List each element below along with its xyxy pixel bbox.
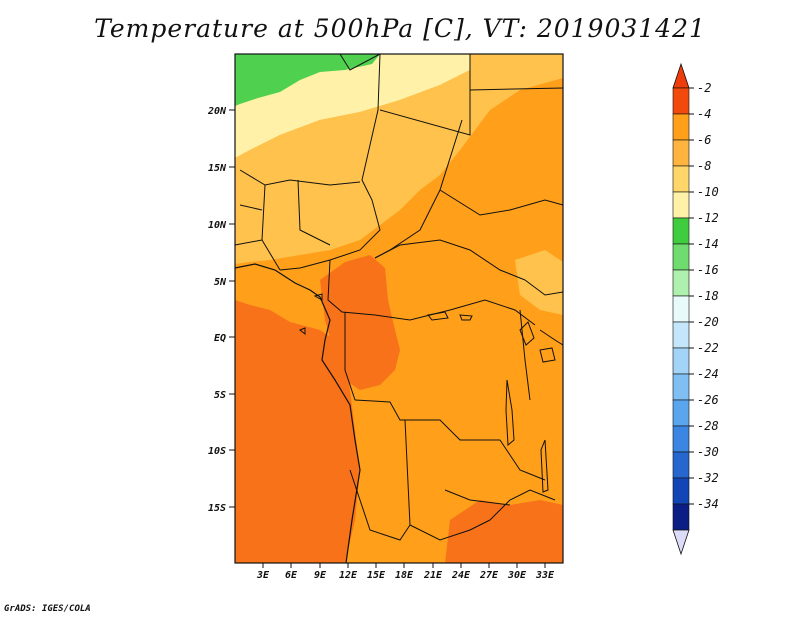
temperature-map: 20N 15N 10N 5N EQ 5S 10S 15S 3E 6E 9E [207,53,564,581]
lat-label: 10N [208,220,227,231]
cool-green-region [235,54,380,106]
light-orange-east-patch [515,250,563,315]
colorbar-label: -30 [697,445,719,459]
colorbar-swatch [672,165,690,193]
map-frame [234,53,564,564]
colorbar-label: -32 [697,471,719,485]
dark-orange-southeast-region [445,500,563,563]
lat-label: EQ [214,333,226,344]
colorbar: -2 -4 -6 -8 -10 -12 -14 -16 -18 -20 -22 -24 -26 -28 -3… [672,62,719,556]
lon-label: 9E [314,570,327,581]
colorbar-top-arrow [672,62,690,89]
lon-label: 21E [423,570,443,581]
colorbar-swatch [672,373,690,401]
colorbar-labels: -2 -4 -6 -8 -10 -12 -14 -16 -18 -20 -22 -24 -26 -28 -3… [689,81,719,511]
dark-orange-west-region [235,300,360,563]
colorbar-swatch [672,503,690,531]
colorbar-swatch [672,477,690,505]
colorbar-label: -16 [697,263,719,277]
colorbar-label: -6 [697,133,711,147]
colorbar-label: -28 [697,419,719,433]
lat-label: 10S [208,446,226,457]
colorbar-swatch [672,451,690,479]
longitude-labels: 3E 6E 9E 12E 15E 18E 21E 24E 27E 30E 33E [256,570,555,581]
lon-label: 18E [395,570,414,581]
colorbar-label: -4 [697,107,711,121]
lakes [299,293,556,493]
country-borders [234,53,564,541]
colorbar-swatch [672,321,690,349]
colorbar-label: -8 [697,159,711,173]
colorbar-swatch [672,139,690,167]
longitude-axis [262,563,546,568]
colorbar-swatch [672,399,690,427]
coastline [234,263,361,564]
lon-label: 30E [507,570,527,581]
map-title: Temperature at 500hPa [C], VT: 201903142… [94,14,706,43]
lat-label: 5N [214,277,227,288]
lat-label: 15S [208,503,226,514]
colorbar-label: -18 [697,289,719,303]
colorbar-label: -34 [697,497,719,511]
colorbar-swatch [672,269,690,297]
colorbar-swatch [672,243,690,271]
lon-label: 3E [256,570,270,581]
colorbar-label: -10 [697,185,719,199]
lon-label: 24E [451,570,471,581]
lon-label: 6E [285,570,298,581]
colorbar-label: -22 [697,341,719,355]
colorbar-swatches [672,87,690,531]
colorbar-swatch [672,217,690,245]
colorbar-label: -26 [697,393,719,407]
lat-label: 15N [208,163,227,174]
colorbar-swatch [672,87,690,115]
colorbar-swatch [672,191,690,219]
lon-label: 15E [367,570,386,581]
colorbar-label: -14 [697,237,719,251]
lon-label: 12E [339,570,358,581]
lat-label: 5S [214,390,226,401]
colorbar-bottom-arrow [672,529,690,556]
colorbar-label: -12 [697,211,719,225]
dark-orange-central-region [320,255,400,390]
light-orange-region [235,54,563,264]
grads-credit: GrADS: IGES/COLA [4,604,91,614]
colorbar-label: -24 [697,367,719,381]
latitude-axis [229,109,235,508]
colorbar-label: -20 [697,315,719,329]
lat-label: 20N [207,106,227,117]
colorbar-swatch [672,425,690,453]
colorbar-label: -2 [697,81,711,95]
lon-label: 33E [535,570,555,581]
colorbar-swatch [672,295,690,323]
colorbar-swatch [672,347,690,375]
colorbar-swatch [672,113,690,141]
latitude-labels: 20N 15N 10N 5N EQ 5S 10S 15S [207,106,227,514]
lon-label: 27E [479,570,499,581]
